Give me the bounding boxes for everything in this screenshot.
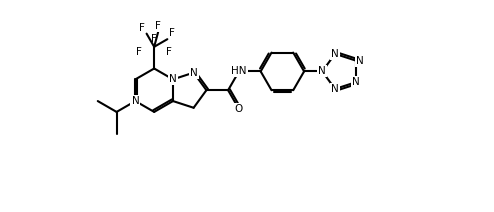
Text: N: N	[331, 49, 339, 59]
Text: O: O	[235, 104, 243, 114]
Text: F: F	[151, 34, 157, 44]
Text: F: F	[166, 47, 172, 57]
Text: N: N	[131, 96, 139, 106]
Text: HN: HN	[231, 66, 247, 76]
Text: N: N	[331, 84, 339, 94]
Text: F: F	[136, 47, 142, 57]
Text: F: F	[155, 21, 161, 31]
Text: F: F	[139, 23, 145, 33]
Text: N: N	[169, 74, 177, 84]
Text: N: N	[352, 77, 360, 87]
Text: N: N	[190, 68, 198, 78]
Text: N: N	[356, 56, 364, 66]
Text: N: N	[319, 66, 326, 76]
Text: F: F	[169, 28, 175, 38]
